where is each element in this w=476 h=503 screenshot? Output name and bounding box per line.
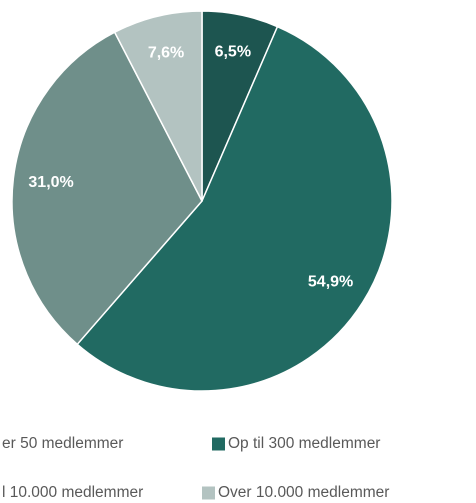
legend-swatch [212,437,225,451]
value-label: 31,0% [28,174,73,191]
pie-slice [113,10,203,202]
value-label: 6,5% [215,43,251,60]
legend-label: l 10.000 medlemmer [2,484,143,501]
legend-label: er 50 medlemmer [2,435,123,452]
value-label: 54,9% [308,273,353,290]
legend-label: Op til 300 medlemmer [228,435,380,452]
legend-swatch [202,486,215,500]
pie-slice [76,25,393,392]
value-label: 7,6% [148,45,184,62]
legend-label: Over 10.000 medlemmer [218,484,389,501]
